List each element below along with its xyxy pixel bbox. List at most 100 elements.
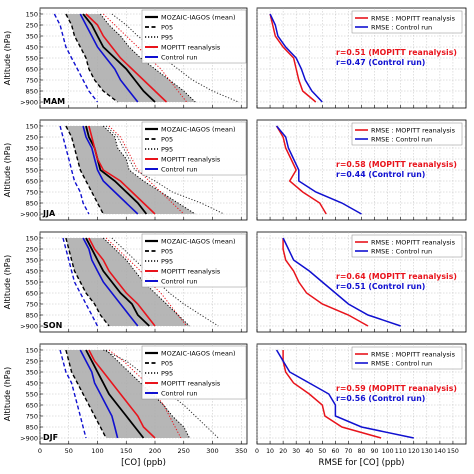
- x-tick-label: 40: [305, 448, 313, 455]
- y-axis-label: Altitude (hPa): [3, 367, 12, 421]
- legend-label: MOZAIC-IAGOS (mean): [161, 126, 236, 134]
- rmse-line: [282, 350, 382, 439]
- x-tick-label: 250: [178, 447, 190, 455]
- y-tick-label: 650: [26, 178, 38, 186]
- rmse-line: [282, 237, 401, 327]
- series-line: [105, 125, 225, 215]
- x-axis-label: RMSE for [CO] (ppb): [319, 458, 405, 468]
- co-profile-panel-jja: 150 250 350 450 550 650 750 850 >900 JJA MOZAIC-IA…: [20, 119, 248, 221]
- legend-label: Control run: [161, 278, 197, 286]
- season-label: JJA: [42, 209, 56, 218]
- legend-box: [141, 345, 247, 400]
- x-tick-label: 140: [434, 448, 446, 455]
- legend-label: MOPITT reanalysis: [161, 156, 221, 164]
- legend-box: [351, 234, 463, 258]
- series-line: [88, 349, 156, 439]
- y-tick-label: 650: [26, 66, 38, 74]
- correlation-annotation: r=0.64 (MOPITT reanalysis): [336, 272, 457, 281]
- x-tick-label: 10: [266, 448, 274, 455]
- y-tick-label: 350: [26, 145, 38, 153]
- y-tick-label: 850: [26, 88, 38, 96]
- y-tick-label: 350: [26, 369, 38, 377]
- co-profile-panel-djf: 150 250 350 450 550 650 750 850 >900 DJF MOZAIC-IA…: [20, 343, 248, 445]
- x-tick-label: 50: [318, 448, 326, 455]
- y-tick-label: 850: [26, 312, 38, 320]
- y-tick-label: >900: [20, 99, 38, 107]
- correlation-annotation: r=0.58 (MOPITT reanalysis): [336, 160, 457, 169]
- x-tick-label: 300: [206, 447, 218, 455]
- x-tick-label: 50: [65, 447, 73, 455]
- y-tick-label: 350: [26, 257, 38, 265]
- legend-label: RMSE : Control run: [371, 248, 432, 256]
- series-line: [65, 237, 110, 327]
- x-tick-label: 20: [279, 448, 287, 455]
- legend-box: [351, 10, 463, 34]
- correlation-annotation: r=0.47 (Control run): [336, 58, 425, 67]
- x-tick-label: 110: [395, 448, 407, 455]
- x-tick-label: 130: [421, 448, 433, 455]
- y-tick-label: 150: [26, 235, 38, 243]
- season-label: SON: [43, 321, 62, 330]
- y-tick-label: 450: [26, 156, 38, 164]
- y-tick-label: 150: [26, 11, 38, 19]
- legend-label: MOZAIC-IAGOS (mean): [161, 14, 236, 22]
- correlation-annotation: r=0.51 (Control run): [336, 282, 425, 291]
- x-tick-label: 60: [331, 448, 339, 455]
- series-line: [59, 125, 90, 215]
- y-tick-label: 550: [26, 279, 38, 287]
- x-axis-label: [CO] (ppb): [121, 458, 166, 468]
- series-line: [85, 349, 145, 439]
- x-tick-label: 350: [235, 447, 247, 455]
- series-line: [82, 237, 139, 327]
- legend-label: MOPITT reanalysis: [161, 44, 221, 52]
- legend-label: MOPITT reanalysis: [161, 380, 221, 388]
- series-line: [100, 13, 196, 103]
- x-tick-label: 150: [447, 448, 459, 455]
- legend-box: [141, 233, 247, 288]
- rmse-line: [269, 13, 317, 103]
- y-tick-label: 550: [26, 391, 38, 399]
- legend-label: RMSE : Control run: [371, 136, 432, 144]
- series-line: [85, 237, 150, 327]
- legend-label: RMSE : MOPITT reanalysis: [371, 351, 456, 359]
- x-tick-label: 90: [371, 448, 379, 455]
- x-tick-label: 0: [255, 448, 259, 455]
- x-tick-label: 150: [120, 447, 132, 455]
- rmse-line: [282, 238, 369, 327]
- legend-label: P95: [161, 34, 173, 42]
- series-line: [59, 349, 87, 439]
- x-tick-label: 70: [345, 448, 353, 455]
- legend-box: [141, 121, 247, 176]
- legend-box: [351, 122, 463, 146]
- y-tick-label: >900: [20, 435, 38, 443]
- legend-label: P05: [161, 360, 173, 368]
- y-tick-label: 850: [26, 200, 38, 208]
- y-tick-label: 550: [26, 167, 38, 175]
- x-tick-label: 30: [292, 448, 300, 455]
- p05-p95-envelope: [65, 126, 196, 214]
- y-tick-label: 750: [26, 189, 38, 197]
- legend-label: P95: [161, 146, 173, 154]
- legend-label: MOZAIC-IAGOS (mean): [161, 350, 236, 358]
- season-label: MAM: [43, 97, 65, 106]
- y-tick-label: 250: [26, 22, 38, 30]
- y-tick-label: 650: [26, 402, 38, 410]
- legend-label: Control run: [161, 54, 197, 62]
- legend-box: [351, 346, 463, 370]
- legend-label: P05: [161, 24, 173, 32]
- correlation-annotation: r=0.59 (MOPITT reanalysis): [336, 384, 457, 393]
- legend-label: P05: [161, 136, 173, 144]
- legend-box: [141, 9, 247, 64]
- x-tick-label: 100: [382, 448, 394, 455]
- y-tick-label: 250: [26, 134, 38, 142]
- correlation-annotation: r=0.51 (MOPITT reanalysis): [336, 48, 457, 57]
- series-line: [102, 237, 190, 327]
- correlation-annotation: r=0.56 (Control run): [336, 394, 425, 403]
- correlation-annotation: r=0.44 (Control run): [336, 170, 425, 179]
- series-line: [65, 125, 104, 215]
- y-tick-label: >900: [20, 211, 38, 219]
